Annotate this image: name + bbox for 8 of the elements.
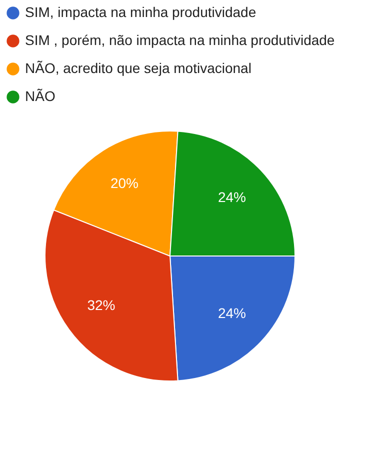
- data-label: 24%: [218, 188, 246, 205]
- legend-label: NÃO: [25, 88, 56, 104]
- legend-label: SIM , porém, não impacta na minha produtividade: [25, 32, 335, 48]
- legend-label: SIM, impacta na minha produtividade: [25, 4, 256, 20]
- data-label: 32%: [87, 296, 116, 313]
- data-label: 24%: [218, 305, 246, 322]
- data-label: 20%: [110, 175, 138, 192]
- legend-label: NÃO, acredito que seja motivacional: [25, 60, 252, 76]
